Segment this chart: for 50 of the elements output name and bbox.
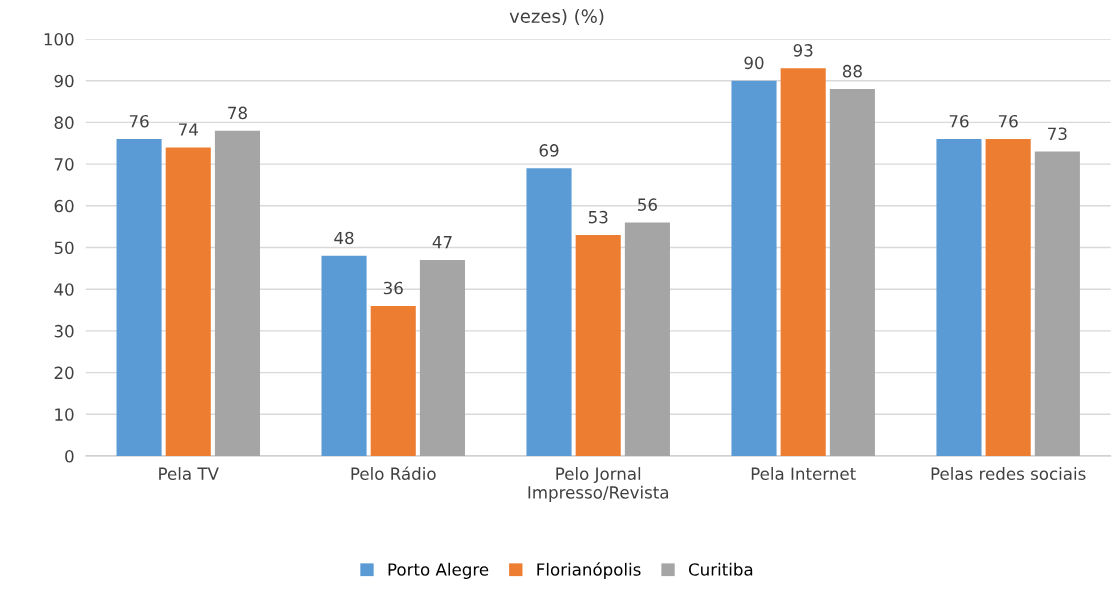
chart-title: vezes) (%) — [509, 9, 604, 26]
bar — [321, 255, 367, 456]
y-tick-label: 10 — [55, 408, 74, 421]
data-label: 78 — [228, 106, 247, 120]
y-tick-label: 90 — [54, 74, 74, 88]
y-tick-label: 50 — [54, 241, 74, 255]
data-label: 76 — [129, 114, 149, 128]
x-tick-label: Pelo Rádio — [351, 466, 436, 481]
data-label: 93 — [793, 44, 813, 57]
bar — [165, 147, 211, 456]
y-tick-label: 60 — [54, 199, 74, 213]
x-tick-label: Pelo Jornal Impresso/Revista — [528, 467, 669, 502]
bar — [116, 139, 162, 456]
bar — [780, 68, 826, 456]
data-label: 53 — [588, 210, 608, 224]
x-tick-label: Pela TV — [159, 467, 219, 481]
y-tick-label: 40 — [54, 283, 74, 296]
x-tick-label: Pelas redes sociais — [931, 467, 1086, 481]
bar — [985, 139, 1031, 456]
y-tick-label: 100 — [44, 32, 74, 46]
y-tick-label: 0 — [65, 449, 74, 463]
data-label: 76 — [949, 114, 969, 128]
data-label: 76 — [998, 114, 1018, 128]
data-label: 69 — [539, 144, 559, 157]
bar — [419, 260, 465, 456]
data-label: 47 — [432, 236, 452, 249]
bar — [370, 305, 416, 456]
data-label: 36 — [383, 281, 403, 295]
y-tick-label: 20 — [54, 366, 74, 380]
y-tick-label: 80 — [54, 116, 74, 129]
data-label: 48 — [334, 231, 354, 245]
bar — [829, 89, 875, 456]
x-tick-label: Pela Internet — [751, 467, 856, 481]
y-tick-label: 70 — [54, 158, 74, 171]
data-label: 56 — [638, 198, 657, 211]
legend-label: Porto Alegre — [388, 562, 489, 579]
bar — [575, 234, 621, 456]
bar — [624, 222, 670, 456]
bar — [526, 168, 572, 456]
data-label: 74 — [179, 123, 198, 136]
bar — [214, 130, 261, 456]
bar — [731, 80, 777, 456]
bar — [936, 139, 982, 456]
data-label: 88 — [842, 64, 862, 78]
y-tick-label: 30 — [54, 324, 74, 338]
data-label: 73 — [1048, 127, 1067, 141]
legend-label: Curitiba — [688, 562, 753, 576]
legend-label: Florianópolis — [537, 562, 641, 579]
data-label: 90 — [744, 56, 764, 70]
bar — [1034, 151, 1080, 456]
